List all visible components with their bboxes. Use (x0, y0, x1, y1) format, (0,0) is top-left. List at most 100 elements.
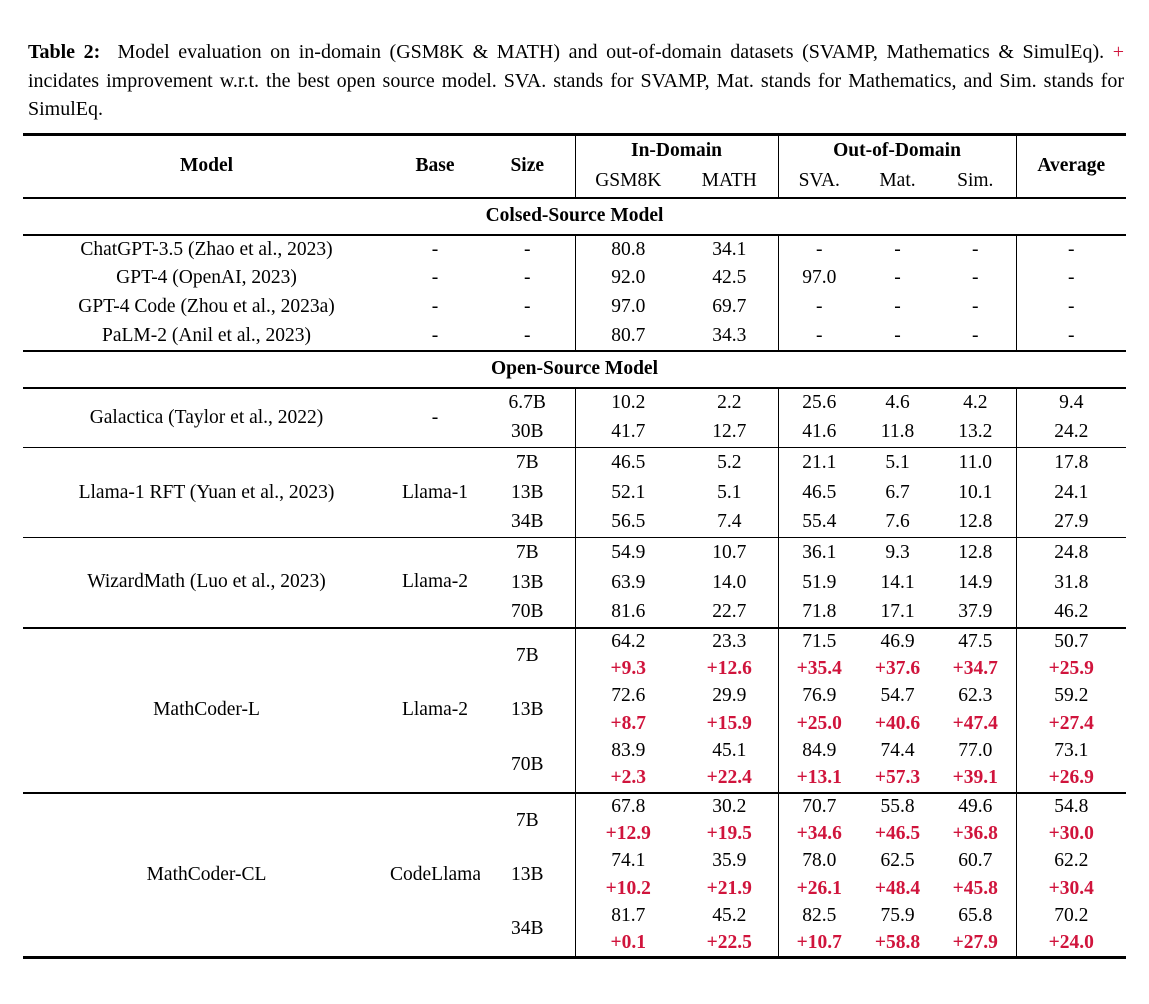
value-cell: 64.2 (574, 626, 681, 655)
value-cell: - (972, 296, 979, 317)
model-cell: Galactica (Taylor et al., 2022) (23, 387, 390, 448)
value-cell: 74.1 (574, 847, 681, 875)
value-cell: 72.6 (574, 682, 681, 710)
value-cell: 35.9 (712, 850, 747, 872)
model-cell: MathCoder-CL (23, 791, 390, 958)
value-cell: 14.9 (958, 571, 993, 593)
size-cell: 70B (510, 601, 544, 622)
value-cell: 76.9 (777, 682, 860, 710)
value-cell: 77.0 (958, 740, 993, 762)
header-average: Average (1015, 134, 1127, 198)
value-cell: 7.4 (717, 511, 742, 533)
value-cell: 24.2 (1015, 417, 1127, 448)
header-mat: Mat. (860, 166, 935, 199)
table-row: 34B 81.7 45.2 82.5 75.9 65.8 70.2 (23, 902, 1127, 939)
value-cell: 23.3 (681, 626, 778, 655)
delta-cell: +35.4 (777, 655, 860, 683)
size-cell: 7B (480, 626, 575, 683)
value-cell: 63.9 (574, 567, 681, 598)
delta-cell: +0.1 (574, 930, 681, 958)
delta-cell: +19.5 (706, 822, 752, 844)
model-cell: GPT-4 Code (Zhou et al., 2023a) (78, 296, 335, 317)
delta-cell: +48.4 (874, 877, 921, 899)
value-cell: 25.6 (777, 387, 860, 418)
table-row: Galactica (Taylor et al., 2022) -6.7B 10.2… (23, 387, 1127, 448)
value-cell: 45.1 (712, 740, 747, 762)
size-cell: 70B (510, 753, 544, 775)
value-cell: 11.0 (935, 447, 1017, 478)
caption-text-1: Model evaluation on in-domain (GSM8K & M… (117, 41, 1105, 63)
value-cell: - (1015, 292, 1127, 322)
section-title: Open-Source Model (23, 349, 1127, 389)
value-cell: 62.5 (880, 850, 915, 872)
value-cell: 12.8 (935, 537, 1017, 568)
section-row: Open-Source Model (23, 349, 1127, 389)
table-body: Colsed-Source Model ChatGPT-3.5 (Zhao et … (23, 196, 1127, 958)
value-cell: 73.1 (1015, 737, 1127, 765)
value-cell: 46.9 (860, 626, 935, 655)
value-cell: 54.8 (1015, 791, 1127, 820)
table-row: 70B 81.6 22.7 71.8 17.1 37.9 46.2 (23, 597, 1127, 628)
value-cell: 34.1 (712, 238, 747, 260)
value-cell: 54.9 (574, 537, 681, 568)
value-cell: 97.0 (574, 292, 681, 322)
model-cell: WizardMath (Luo et al., 2023) (23, 537, 390, 628)
delta-cell: +25.9 (1015, 655, 1127, 683)
delta-cell: +10.7 (777, 930, 860, 958)
value-cell: 10.2 (574, 387, 681, 418)
size-cell: - (524, 238, 531, 260)
value-cell: 14.1 (880, 571, 915, 593)
table-row: 13B 74.1 35.9 78.0 62.5 60.7 62.2 (23, 847, 1127, 885)
value-cell: - (894, 324, 901, 346)
value-cell: 24.1 (1015, 477, 1127, 508)
delta-cell: +21.9 (706, 877, 752, 899)
size-cell: 34B (510, 511, 544, 533)
delta-cell: +57.3 (874, 767, 921, 789)
header-sim: Sim. (935, 166, 1017, 199)
value-cell: 2.2 (681, 387, 778, 418)
table-caption: Table 2: Model evaluation on in-domain (… (28, 38, 1124, 124)
value-cell: - (894, 238, 901, 260)
value-cell: 46.5 (574, 447, 681, 478)
size-cell: 13B (510, 571, 544, 593)
value-cell: 67.8 (574, 791, 681, 820)
delta-cell: +45.8 (952, 877, 998, 899)
size-cell: - (524, 267, 531, 288)
value-cell: 12.7 (712, 421, 747, 443)
delta-cell: +37.6 (874, 657, 921, 679)
value-cell: 21.1 (777, 447, 860, 478)
value-cell: 17.1 (880, 601, 915, 622)
value-cell: 55.8 (860, 791, 935, 820)
delta-cell: +24.0 (1015, 930, 1127, 958)
value-cell: 49.6 (935, 791, 1017, 820)
value-cell: - (1015, 234, 1127, 264)
delta-row: +12.9 +19.5 +34.6 +46.5 +36.8 +30.0 (23, 820, 1127, 848)
value-cell: 41.6 (777, 417, 860, 448)
table-row: MathCoder-L Llama-2 7B 64.2 23.3 71.5 46.9 47.5… (23, 626, 1127, 793)
delta-cell: +27.9 (952, 932, 998, 953)
value-cell: - (1015, 321, 1127, 351)
value-cell: 37.9 (958, 601, 993, 622)
base-cell: - (431, 238, 439, 260)
base-cell: Llama-1 (390, 447, 480, 538)
value-cell: - (777, 292, 860, 322)
delta-cell: +40.6 (874, 712, 921, 734)
value-cell: 5.1 (860, 447, 935, 478)
value-cell: 5.2 (681, 447, 778, 478)
table-head: Model Base Size In-Domain Out-of-Domain … (23, 134, 1127, 199)
value-cell: 14.0 (712, 571, 747, 593)
value-cell: 80.8 (574, 234, 681, 264)
value-cell: 42.5 (712, 267, 747, 288)
value-cell: 45.2 (712, 905, 747, 927)
delta-cell: +26.9 (1015, 765, 1127, 793)
table-row: ChatGPT-3.5 (Zhao et al., 2023) - - 80.8 34.… (23, 234, 1127, 264)
value-cell: 47.5 (935, 626, 1017, 655)
caption-label: Table 2: (28, 41, 101, 63)
value-cell: 50.7 (1015, 626, 1127, 655)
value-cell: - (894, 296, 901, 317)
size-cell: 34B (510, 918, 544, 940)
value-cell: 56.5 (574, 507, 681, 538)
delta-cell: +10.2 (574, 875, 681, 903)
value-cell: 78.0 (777, 847, 860, 875)
header-model: Model (179, 155, 234, 177)
